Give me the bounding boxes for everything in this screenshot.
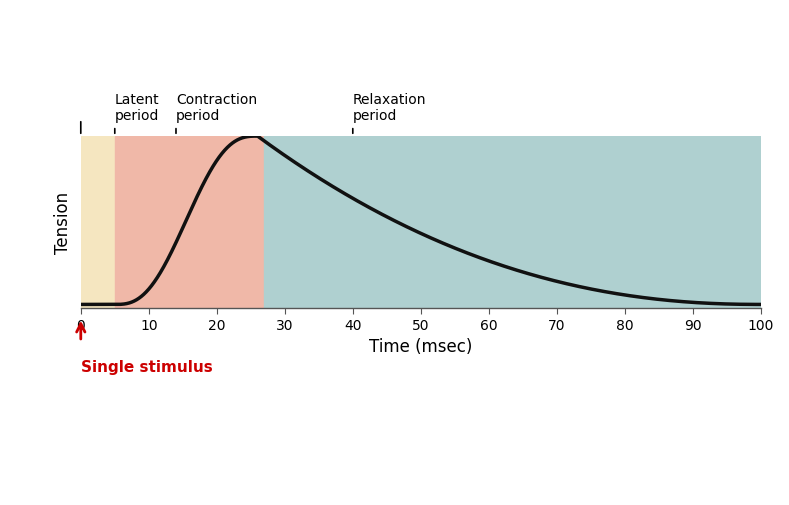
Y-axis label: Tension: Tension — [54, 191, 73, 254]
Text: Contraction
period: Contraction period — [176, 93, 257, 123]
Text: Relaxation
period: Relaxation period — [353, 93, 426, 123]
Text: Latent
period: Latent period — [114, 93, 159, 123]
Text: Single stimulus: Single stimulus — [80, 359, 212, 374]
Bar — [80, 137, 114, 308]
X-axis label: Time (msec): Time (msec) — [369, 338, 473, 356]
Bar — [114, 137, 264, 308]
Bar — [264, 137, 761, 308]
